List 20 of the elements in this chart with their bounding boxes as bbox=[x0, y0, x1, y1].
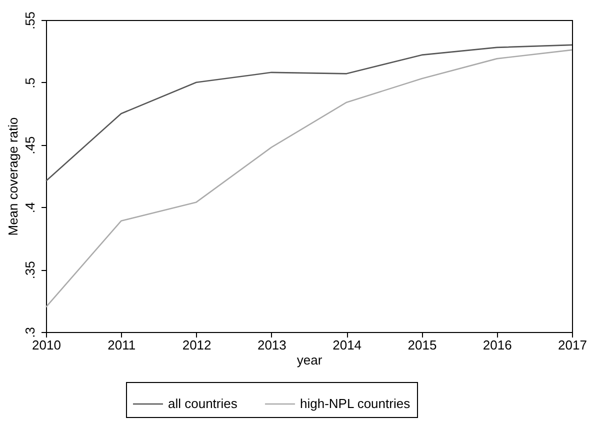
legend-label: high-NPL countries bbox=[300, 396, 411, 411]
y-tick-label: .55 bbox=[22, 11, 38, 30]
x-tick-label: 2016 bbox=[482, 338, 512, 352]
y-tick-label: .5 bbox=[22, 77, 38, 88]
y-tick-label: .3 bbox=[22, 327, 38, 338]
y-axis-title: Mean coverage ratio bbox=[6, 117, 20, 236]
line-series bbox=[45, 49, 573, 308]
y-tick-label: .4 bbox=[22, 202, 38, 214]
x-tick-label: 2010 bbox=[32, 338, 61, 352]
y-tick-label: .45 bbox=[22, 136, 38, 154]
x-tick-label: 2013 bbox=[257, 338, 286, 352]
legend-label: all countries bbox=[168, 396, 238, 411]
line-series bbox=[45, 44, 573, 182]
x-tick-label: 2017 bbox=[558, 338, 587, 352]
x-tick-label: 2014 bbox=[332, 338, 362, 352]
y-tick-label: .35 bbox=[22, 261, 38, 280]
x-tick-label: 2015 bbox=[408, 338, 437, 352]
x-tick-label: 2012 bbox=[182, 338, 212, 352]
x-tick-label: 2011 bbox=[108, 338, 136, 352]
x-axis-title: year bbox=[296, 352, 323, 368]
